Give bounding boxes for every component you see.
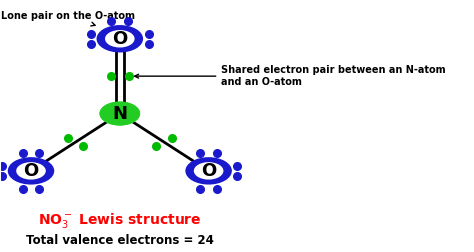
Text: N: N — [112, 105, 128, 122]
Text: Shared electron pair between an N-atom
and an O-atom: Shared electron pair between an N-atom a… — [135, 65, 446, 87]
Circle shape — [97, 25, 143, 52]
Circle shape — [100, 102, 140, 125]
Text: O: O — [112, 30, 128, 48]
Circle shape — [185, 157, 232, 184]
Circle shape — [100, 102, 140, 125]
Circle shape — [16, 162, 46, 180]
Text: Total valence electrons = 24: Total valence electrons = 24 — [26, 234, 214, 247]
Text: O: O — [23, 162, 38, 180]
Text: NO$_3^-$ Lewis structure: NO$_3^-$ Lewis structure — [38, 211, 201, 230]
Circle shape — [8, 157, 54, 184]
Text: Lone pair on the O-atom: Lone pair on the O-atom — [1, 11, 136, 26]
Text: N: N — [112, 105, 128, 122]
Text: O: O — [201, 162, 216, 180]
Circle shape — [194, 162, 223, 180]
Circle shape — [105, 30, 135, 47]
